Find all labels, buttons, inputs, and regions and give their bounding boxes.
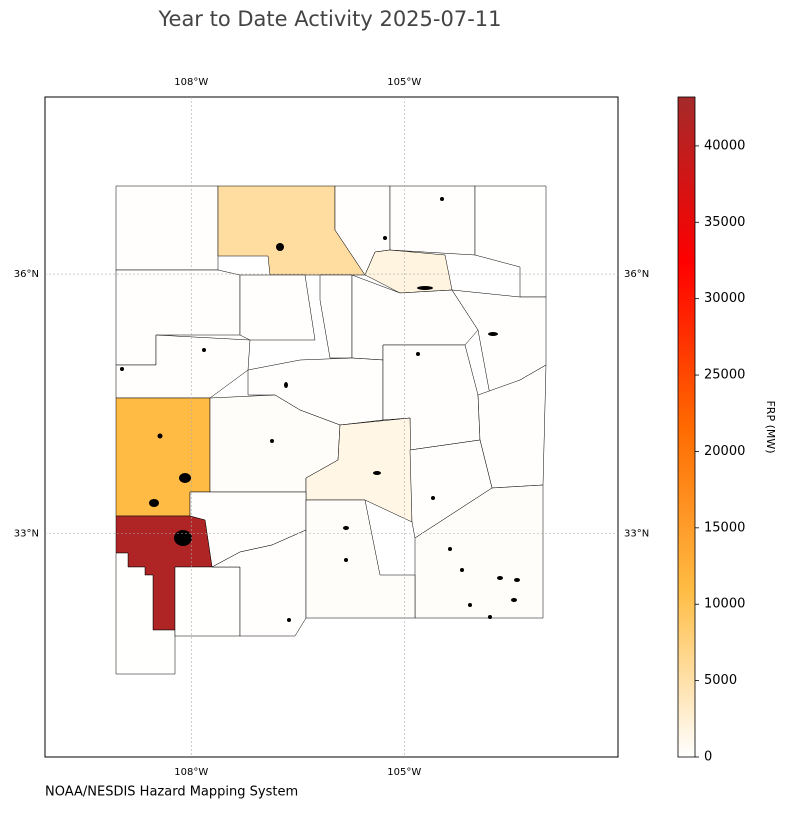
county bbox=[115, 552, 176, 675]
colorbar-tick-label: 10000 bbox=[704, 597, 745, 612]
map-frame bbox=[44, 96, 619, 758]
county bbox=[239, 274, 316, 341]
colorbar bbox=[677, 96, 696, 758]
colorbar-tick-label: 20000 bbox=[704, 444, 745, 459]
colorbar-tick-label: 35000 bbox=[704, 215, 745, 230]
y-tick-label: 36°N bbox=[624, 269, 649, 280]
colorbar-tick-label: 0 bbox=[704, 750, 712, 765]
colorbar-tick-label: 15000 bbox=[704, 520, 745, 535]
x-tick-label: 105°W bbox=[387, 77, 421, 88]
county bbox=[115, 185, 219, 271]
y-tick-label: 36°N bbox=[14, 269, 39, 280]
x-tick-label: 105°W bbox=[387, 767, 421, 778]
x-tick-label: 108°W bbox=[174, 77, 208, 88]
y-tick-label: 33°N bbox=[624, 528, 649, 539]
colorbar-tick-label: 25000 bbox=[704, 368, 745, 383]
county bbox=[414, 484, 544, 619]
county bbox=[474, 185, 547, 298]
county bbox=[319, 274, 353, 359]
y-tick-label: 33°N bbox=[14, 528, 39, 539]
county bbox=[174, 566, 241, 637]
colorbar-tick-label: 5000 bbox=[704, 673, 737, 688]
chart-title: Year to Date Activity 2025-07-11 bbox=[157, 7, 501, 31]
colorbar-tick-label: 40000 bbox=[704, 138, 745, 153]
county bbox=[389, 185, 476, 256]
county bbox=[305, 499, 416, 619]
colorbar-label: FRP (MW) bbox=[764, 400, 777, 453]
colorbar-tick-label: 30000 bbox=[704, 291, 745, 306]
county bbox=[247, 357, 384, 426]
footer: NOAA/NESDIS Hazard Mapping System bbox=[45, 785, 298, 800]
x-tick-label: 108°W bbox=[174, 767, 208, 778]
fire-detections bbox=[120, 197, 520, 622]
